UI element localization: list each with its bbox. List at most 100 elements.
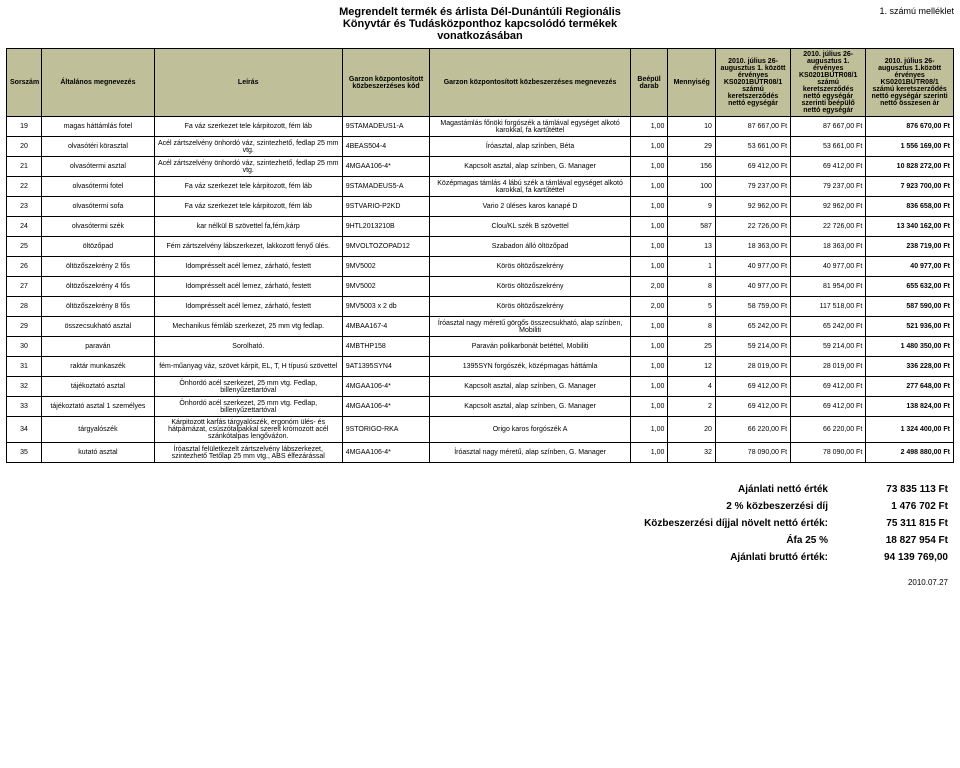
cell-leiras: Kárpitozott karfás tárgyalószék, ergonóm… xyxy=(154,417,342,443)
table-row: 29összecsukható asztalMechanikus fémláb … xyxy=(7,317,954,337)
cell-egys1: 59 214,00 Ft xyxy=(715,337,790,357)
cell-leiras: Idomprésselt acél lemez, zárható, festet… xyxy=(154,257,342,277)
summary-value: 73 835 113 Ft xyxy=(858,484,948,495)
cell-leiras: Fa váz szerkezet tele kárpitozott, fém l… xyxy=(154,197,342,217)
table-row: 22olvasótermi fotelFa váz szerkezet tele… xyxy=(7,177,954,197)
cell-egys1: 18 363,00 Ft xyxy=(715,237,790,257)
cell-mennyiseg: 10 xyxy=(668,117,716,137)
cell-kozbesz: Magastámlás főnöki forgószék a támlával … xyxy=(430,117,630,137)
cell-egys1: 87 667,00 Ft xyxy=(715,117,790,137)
cell-egys1: 78 090,00 Ft xyxy=(715,443,790,463)
cell-megnevezes: öltözőszekrény 4 fős xyxy=(42,277,155,297)
cell-sorszam: 30 xyxy=(7,337,42,357)
cell-egys1: 40 977,00 Ft xyxy=(715,257,790,277)
table-header-row: Sorszám Általános megnevezés Leírás Garz… xyxy=(7,49,954,117)
cell-mennyiseg: 32 xyxy=(668,443,716,463)
cell-leiras: Önhordó acél szerkezet, 25 mm vtg. Fedla… xyxy=(154,397,342,417)
cell-megnevezes: raktár munkaszék xyxy=(42,357,155,377)
cell-leiras: Idomprésselt acél lemez, zárható, festet… xyxy=(154,277,342,297)
cell-leiras: Fa váz szerkezet tele kárpitozott, fém l… xyxy=(154,117,342,137)
cell-leiras: Mechanikus fémláb szerkezet, 25 mm vtg f… xyxy=(154,317,342,337)
cell-egys2: 66 220,00 Ft xyxy=(791,417,866,443)
cell-leiras: Fa váz szerkezet tele kárpitozott, fém l… xyxy=(154,177,342,197)
cell-sorszam: 27 xyxy=(7,277,42,297)
cell-egys2: 79 237,00 Ft xyxy=(791,177,866,197)
cell-darab: 1,00 xyxy=(630,417,668,443)
cell-darab: 1,00 xyxy=(630,357,668,377)
cell-mennyiseg: 8 xyxy=(668,317,716,337)
cell-kod: 4MGAA106-4* xyxy=(342,397,430,417)
cell-megnevezes: összecsukható asztal xyxy=(42,317,155,337)
cell-egys1: 92 962,00 Ft xyxy=(715,197,790,217)
cell-mennyiseg: 13 xyxy=(668,237,716,257)
cell-egys2: 28 019,00 Ft xyxy=(791,357,866,377)
cell-osszesen: 336 228,00 Ft xyxy=(866,357,954,377)
cell-sorszam: 24 xyxy=(7,217,42,237)
summary-block: Ajánlati nettó érték73 835 113 Ft2 % köz… xyxy=(6,481,954,566)
cell-egys2: 87 667,00 Ft xyxy=(791,117,866,137)
cell-sorszam: 26 xyxy=(7,257,42,277)
cell-sorszam: 19 xyxy=(7,117,42,137)
cell-osszesen: 2 498 880,00 Ft xyxy=(866,443,954,463)
cell-egys2: 81 954,00 Ft xyxy=(791,277,866,297)
cell-megnevezes: olvasótermi asztal xyxy=(42,157,155,177)
cell-megnevezes: paraván xyxy=(42,337,155,357)
table-row: 23olvasótermi sofaFa váz szerkezet tele … xyxy=(7,197,954,217)
cell-osszesen: 876 670,00 Ft xyxy=(866,117,954,137)
cell-darab: 1,00 xyxy=(630,177,668,197)
cell-leiras: fém-műanyag váz, szövet kárpit, EL, T, H… xyxy=(154,357,342,377)
cell-osszesen: 138 824,00 Ft xyxy=(866,397,954,417)
cell-egys2: 22 726,00 Ft xyxy=(791,217,866,237)
cell-mennyiseg: 2 xyxy=(668,397,716,417)
cell-mennyiseg: 587 xyxy=(668,217,716,237)
cell-leiras: Fém zártszelvény lábszerkezet, lakkozott… xyxy=(154,237,342,257)
cell-sorszam: 21 xyxy=(7,157,42,177)
table-row: 27öltözőszekrény 4 fősIdomprésselt acél … xyxy=(7,277,954,297)
col-kozbesz: Garzon központosított közbeszerzéses meg… xyxy=(430,49,630,117)
cell-mennyiseg: 12 xyxy=(668,357,716,377)
cell-egys1: 58 759,00 Ft xyxy=(715,297,790,317)
cell-kod: 4MGAA106-4* xyxy=(342,443,430,463)
col-leiras: Leírás xyxy=(154,49,342,117)
cell-darab: 1,00 xyxy=(630,137,668,157)
cell-leiras: Acél zártszelvény önhordó váz, szintezhe… xyxy=(154,137,342,157)
cell-darab: 1,00 xyxy=(630,337,668,357)
cell-egys1: 65 242,00 Ft xyxy=(715,317,790,337)
table-row: 20olvasótéri körasztalAcél zártszelvény … xyxy=(7,137,954,157)
cell-kod: 4MBAA167-4 xyxy=(342,317,430,337)
cell-kozbesz: Középmagas támlás 4 lábú szék a támlával… xyxy=(430,177,630,197)
table-row: 25öltözőpadFém zártszelvény lábszerkezet… xyxy=(7,237,954,257)
cell-kozbesz: Origo karos forgószék A xyxy=(430,417,630,443)
cell-mennyiseg: 100 xyxy=(668,177,716,197)
cell-darab: 1,00 xyxy=(630,377,668,397)
cell-darab: 1,00 xyxy=(630,197,668,217)
cell-mennyiseg: 9 xyxy=(668,197,716,217)
col-mennyiseg: Mennyiség xyxy=(668,49,716,117)
title-line1: Megrendelt termék és árlista Dél-Dunántú… xyxy=(339,6,621,18)
summary-row: Áfa 25 %18 827 954 Ft xyxy=(6,532,954,549)
cell-leiras: Sorolható. xyxy=(154,337,342,357)
summary-row: Ajánlati bruttó érték:94 139 769,00 xyxy=(6,549,954,566)
cell-osszesen: 10 828 272,00 Ft xyxy=(866,157,954,177)
cell-megnevezes: magas háttámlás fotel xyxy=(42,117,155,137)
cell-mennyiseg: 156 xyxy=(668,157,716,177)
table-row: 34tárgyalószékKárpitozott karfás tárgyal… xyxy=(7,417,954,443)
cell-osszesen: 655 632,00 Ft xyxy=(866,277,954,297)
cell-kod: 4MBTHP158 xyxy=(342,337,430,357)
cell-megnevezes: olvasótéri körasztal xyxy=(42,137,155,157)
col-sorszam: Sorszám xyxy=(7,49,42,117)
cell-kod: 9HTL2013210B xyxy=(342,217,430,237)
cell-darab: 1,00 xyxy=(630,317,668,337)
cell-osszesen: 1 556 169,00 Ft xyxy=(866,137,954,157)
cell-kozbesz: Kapcsolt asztal, alap színben, G. Manage… xyxy=(430,377,630,397)
cell-egys2: 65 242,00 Ft xyxy=(791,317,866,337)
summary-row: Ajánlati nettó érték73 835 113 Ft xyxy=(6,481,954,498)
cell-leiras: kar nélkül B szövettel fa,fém,kárp xyxy=(154,217,342,237)
cell-osszesen: 238 719,00 Ft xyxy=(866,237,954,257)
cell-sorszam: 28 xyxy=(7,297,42,317)
cell-leiras: Acél zártszelvény önhordó váz, szintezhe… xyxy=(154,157,342,177)
cell-kozbesz: Paraván polikarbonát betéttel, Mobiliti xyxy=(430,337,630,357)
cell-sorszam: 22 xyxy=(7,177,42,197)
cell-osszesen: 836 658,00 Ft xyxy=(866,197,954,217)
cell-megnevezes: tájékoztató asztal xyxy=(42,377,155,397)
